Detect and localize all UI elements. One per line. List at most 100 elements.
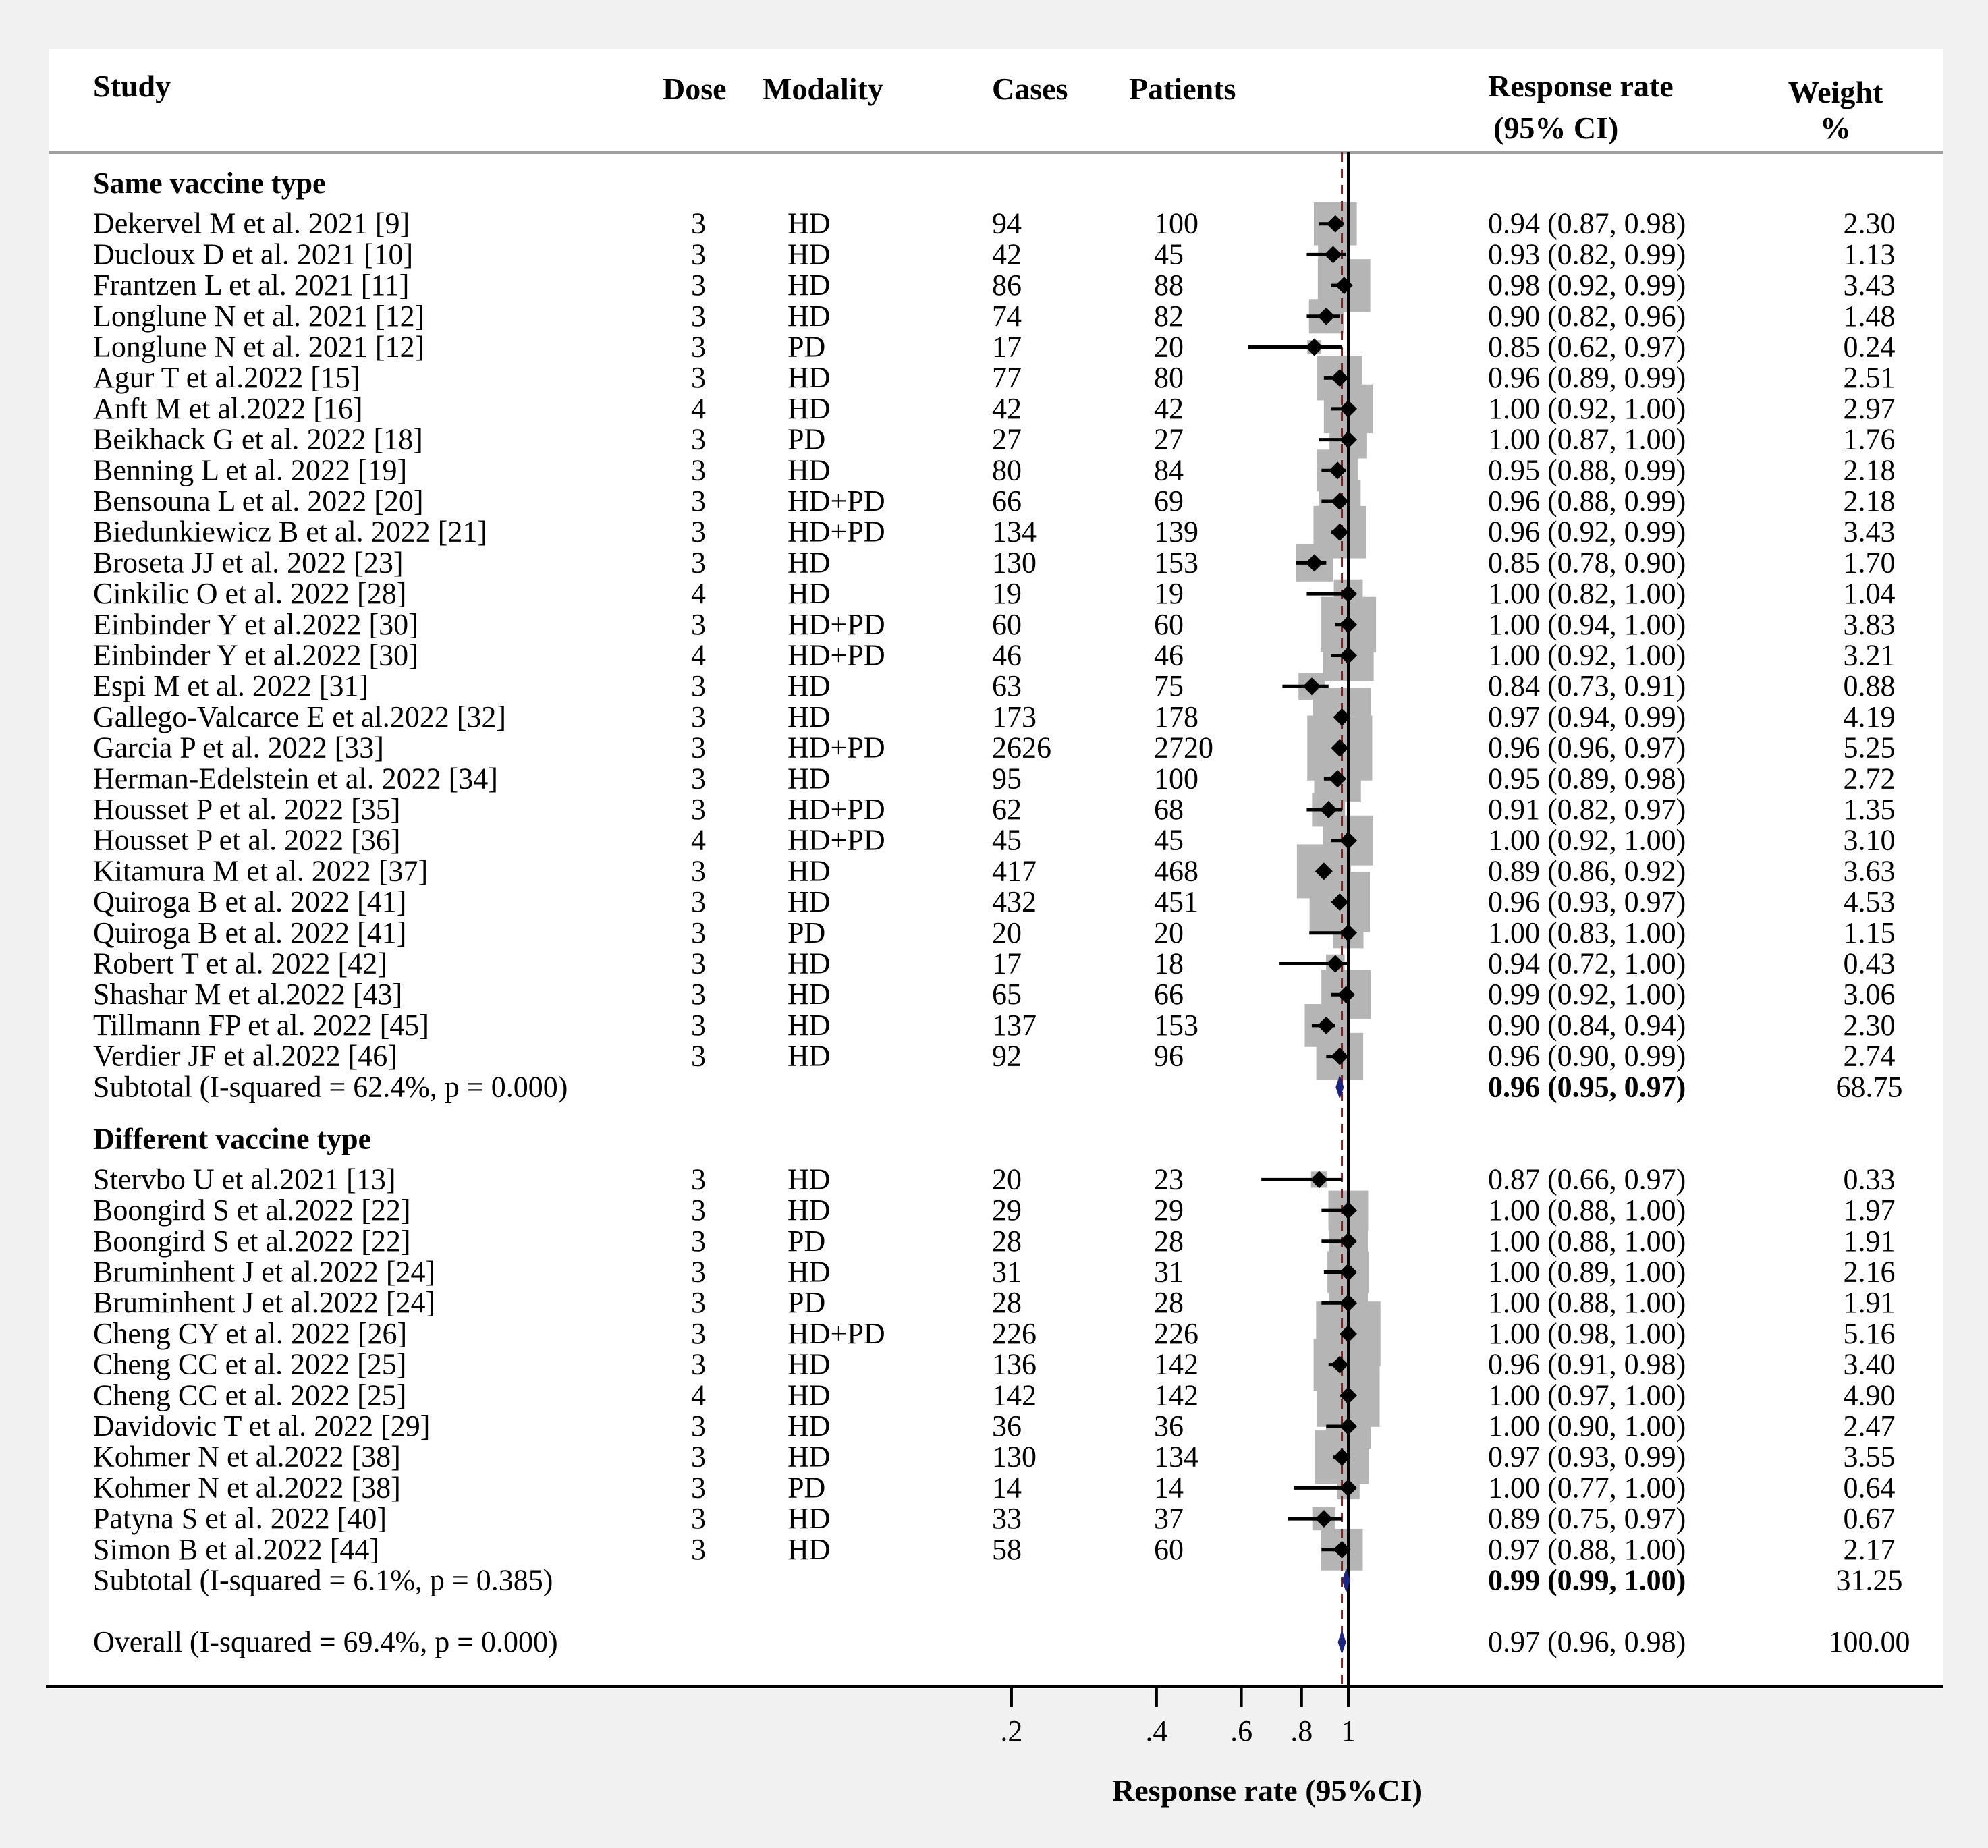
subtotal-diamond: [1342, 1568, 1350, 1593]
study-weight: 4.53: [1844, 885, 1896, 918]
study-cases: 74: [992, 300, 1022, 333]
study-weight: 1.48: [1844, 300, 1896, 333]
study-ci: 0.97 (0.94, 0.99): [1488, 700, 1686, 733]
point-estimate: [1340, 1479, 1357, 1497]
point-estimate: [1333, 1448, 1351, 1466]
point-estimate: [1315, 862, 1333, 880]
study-cases: 66: [992, 484, 1022, 517]
study-weight: 1.91: [1844, 1225, 1896, 1258]
study-dose: 3: [691, 947, 706, 980]
study-cases: 80: [992, 453, 1022, 486]
study-dose: 3: [691, 1009, 706, 1042]
study-modality: HD: [788, 978, 831, 1011]
study-cases: 173: [992, 700, 1037, 733]
study-patients: 19: [1154, 577, 1184, 610]
study-name: Espi M et al. 2022 [31]: [93, 669, 368, 702]
study-name: Shashar M et al.2022 [43]: [93, 978, 402, 1011]
subtotal-diamond: [1335, 1075, 1344, 1100]
point-estimate: [1340, 1324, 1357, 1343]
study-dose: 3: [691, 300, 706, 333]
x-tick-label: .6: [1230, 1714, 1252, 1747]
study-cases: 45: [992, 824, 1022, 857]
point-estimate: [1340, 646, 1357, 665]
study-cases: 65: [992, 978, 1022, 1011]
study-patients: 226: [1154, 1317, 1198, 1350]
study-patients: 29: [1154, 1194, 1184, 1227]
subtotal-ci: 0.96 (0.95, 0.97): [1488, 1070, 1686, 1103]
study-cases: 20: [992, 916, 1022, 949]
study-cases: 130: [992, 1440, 1037, 1474]
overall-diamond: [1337, 1629, 1346, 1654]
study-dose: 3: [691, 1471, 706, 1504]
point-estimate: [1331, 493, 1349, 510]
study-weight: 1.15: [1844, 916, 1896, 949]
header-study: Study: [93, 69, 171, 103]
study-dose: 3: [691, 700, 706, 733]
study-patients: 142: [1154, 1378, 1198, 1411]
study-modality: HD+PD: [788, 608, 885, 641]
overall-ci: 0.97 (0.96, 0.98): [1488, 1625, 1686, 1658]
study-ci: 1.00 (0.92, 1.00): [1488, 392, 1686, 425]
study-ci: 0.89 (0.86, 0.92): [1488, 854, 1686, 887]
study-modality: HD: [788, 392, 831, 425]
study-name: Herman-Edelstein et al. 2022 [34]: [93, 762, 498, 795]
study-weight: 2.30: [1844, 207, 1896, 240]
study-name: Frantzen L et al. 2021 [11]: [93, 269, 409, 302]
study-name: Kohmer N et al.2022 [38]: [93, 1440, 401, 1474]
header-weight-unit: %: [1820, 111, 1851, 145]
study-name: Broseta JJ et al. 2022 [23]: [93, 546, 403, 579]
study-ci: 0.85 (0.78, 0.90): [1488, 546, 1686, 579]
study-weight: 3.55: [1844, 1440, 1896, 1474]
study-patients: 23: [1154, 1163, 1184, 1196]
study-name: Longlune N et al. 2021 [12]: [93, 331, 424, 364]
study-modality: HD: [788, 1256, 831, 1289]
study-weight: 3.63: [1844, 854, 1896, 887]
study-modality: HD+PD: [788, 484, 885, 517]
study-dose: 3: [691, 331, 706, 364]
study-cases: 63: [992, 669, 1022, 702]
study-dose: 3: [691, 269, 706, 302]
study-patients: 36: [1154, 1409, 1184, 1443]
study-name: Bensouna L et al. 2022 [20]: [93, 484, 424, 517]
study-patients: 45: [1154, 824, 1184, 857]
study-patients: 451: [1154, 885, 1198, 918]
study-dose: 3: [691, 762, 706, 795]
study-cases: 27: [992, 423, 1022, 456]
point-estimate: [1317, 307, 1335, 325]
study-ci: 1.00 (0.97, 1.00): [1488, 1378, 1686, 1411]
study-ci: 0.96 (0.96, 0.97): [1488, 731, 1686, 764]
point-estimate: [1340, 1387, 1357, 1405]
study-patients: 178: [1154, 700, 1198, 733]
study-patients: 88: [1154, 269, 1184, 302]
study-cases: 29: [992, 1194, 1022, 1227]
study-cases: 14: [992, 1471, 1022, 1504]
study-dose: 3: [691, 731, 706, 764]
study-weight: 5.16: [1844, 1317, 1896, 1350]
study-patients: 14: [1154, 1471, 1184, 1504]
study-cases: 42: [992, 237, 1022, 271]
study-name: Beikhack G et al. 2022 [18]: [93, 423, 423, 456]
study-dose: 4: [691, 824, 706, 857]
study-ci: 1.00 (0.88, 1.00): [1488, 1225, 1686, 1258]
study-weight: 1.97: [1844, 1194, 1896, 1227]
x-tick-label: 1: [1341, 1714, 1356, 1747]
study-ci: 0.96 (0.91, 0.98): [1488, 1348, 1686, 1381]
study-modality: HD: [788, 361, 831, 394]
study-ci: 1.00 (0.82, 1.00): [1488, 577, 1686, 610]
study-dose: 3: [691, 1163, 706, 1196]
study-weight: 2.30: [1844, 1009, 1896, 1042]
study-cases: 130: [992, 546, 1037, 579]
study-dose: 3: [691, 608, 706, 641]
study-weight: 0.24: [1844, 331, 1896, 364]
study-patients: 75: [1154, 669, 1184, 702]
study-dose: 3: [691, 1440, 706, 1474]
point-estimate: [1340, 1232, 1357, 1250]
study-ci: 0.96 (0.92, 0.99): [1488, 515, 1686, 549]
study-patients: 80: [1154, 361, 1184, 394]
study-weight: 0.64: [1844, 1471, 1896, 1504]
plot-panel: [49, 49, 1943, 1689]
study-name: Patyna S et al. 2022 [40]: [93, 1502, 387, 1535]
study-cases: 137: [992, 1009, 1037, 1042]
study-modality: HD: [788, 1409, 831, 1443]
study-ci: 0.89 (0.75, 0.97): [1488, 1502, 1686, 1535]
